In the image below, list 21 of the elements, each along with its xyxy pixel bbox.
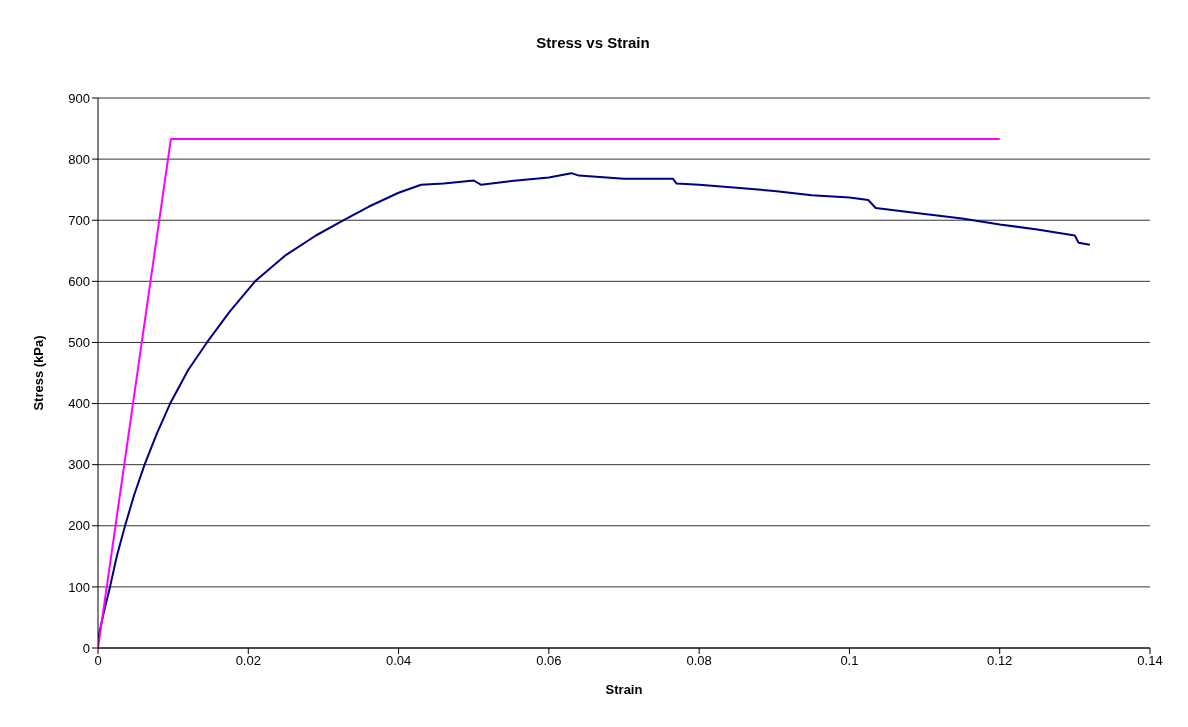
x-tick-label: 0.12: [987, 653, 1013, 669]
x-tick-label: 0: [94, 653, 102, 669]
y-tick-label: 700: [68, 212, 90, 228]
y-axis-title: Stress (kPa): [30, 335, 46, 411]
x-tick-label: 0.08: [686, 653, 712, 669]
y-tick-label: 500: [68, 335, 90, 351]
y-tick-label: 900: [68, 90, 90, 106]
x-tick-label: 0.04: [385, 653, 412, 669]
y-tick-label: 400: [68, 396, 90, 412]
x-axis-title: Strain: [605, 682, 643, 697]
y-tick-label: 200: [68, 518, 90, 534]
x-tick-label: 0.14: [1137, 653, 1163, 669]
y-tick-label: 100: [68, 579, 90, 595]
y-tick-label: 600: [68, 273, 90, 289]
y-tick-label: 800: [68, 151, 90, 167]
y-tick-label: 0: [82, 640, 90, 656]
x-tick-label: 0.1: [840, 653, 859, 669]
y-tick-label: 300: [68, 457, 90, 473]
x-tick-label: 0.02: [235, 653, 261, 669]
x-tick-label: 0.06: [536, 653, 562, 669]
chart-title: Stress vs Strain: [535, 34, 651, 51]
